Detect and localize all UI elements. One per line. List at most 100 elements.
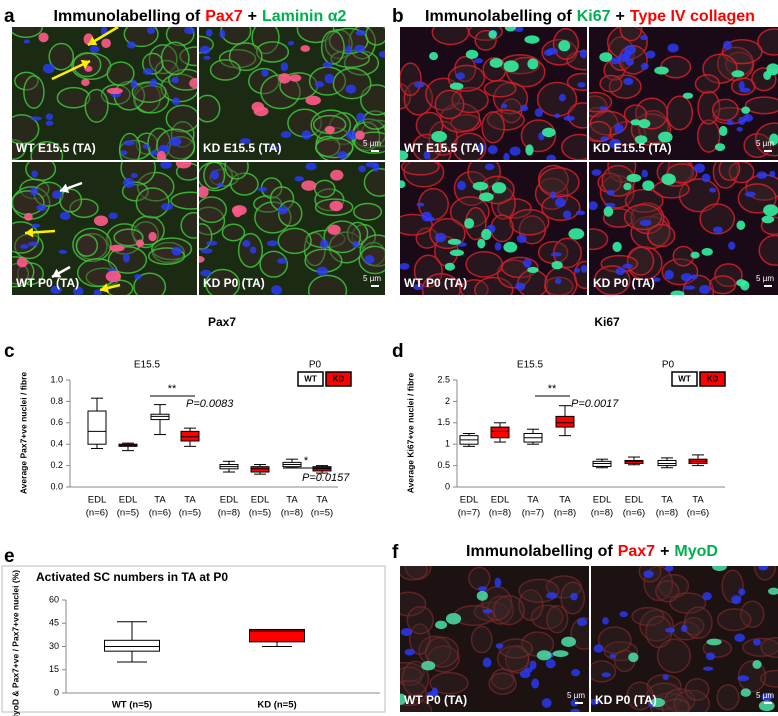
labelled-nucleus xyxy=(289,74,302,82)
nucleus xyxy=(242,240,251,248)
fibre xyxy=(744,96,778,115)
box xyxy=(490,426,510,439)
image-label: WT P0 (TA) xyxy=(404,693,467,707)
fibre xyxy=(131,81,167,103)
chart-title: Activated SC numbers in TA at P0 xyxy=(36,570,228,584)
labelled-nucleus xyxy=(504,27,516,32)
arrow-head xyxy=(25,227,34,238)
fibre xyxy=(75,234,99,257)
labelled-nucleus xyxy=(16,257,28,268)
y-tick-label: 1.5 xyxy=(437,417,450,427)
labelled-nucleus xyxy=(105,270,121,283)
fibre xyxy=(599,74,623,93)
chart-title: Ki67 xyxy=(594,315,620,329)
labelled-nucleus xyxy=(300,45,311,52)
panel-title: Immunolabelling of Pax7 + MyoD xyxy=(466,543,718,560)
labelled-nucleus xyxy=(421,660,436,671)
image-label: WT E15.5 (TA) xyxy=(16,141,96,155)
nucleus xyxy=(580,264,587,273)
micrograph: WT P0 (TA) xyxy=(12,162,197,295)
nucleus xyxy=(169,136,182,147)
group-label: E15.5 xyxy=(517,360,544,371)
fibre xyxy=(320,30,345,65)
fibre xyxy=(365,27,385,46)
nucleus xyxy=(609,138,621,149)
labelled-nucleus xyxy=(447,238,462,245)
nucleus xyxy=(149,78,158,87)
labelled-nucleus xyxy=(761,215,775,224)
labelled-nucleus xyxy=(445,612,462,625)
fibre xyxy=(400,566,428,581)
nucleus xyxy=(639,219,652,226)
box xyxy=(624,459,644,464)
nucleus xyxy=(199,45,211,55)
fibre xyxy=(619,27,643,42)
fibre xyxy=(488,672,517,695)
fibre xyxy=(509,208,550,236)
nucleus xyxy=(667,43,679,53)
fibre xyxy=(48,42,75,71)
x-tick-label: (n=6) xyxy=(86,508,108,519)
group-label: P0 xyxy=(662,360,675,371)
micrograph: KD P0 (TA) 5 µm xyxy=(199,162,385,295)
nucleus xyxy=(434,232,447,243)
fibre xyxy=(666,95,694,131)
nucleus xyxy=(558,93,566,102)
nucleus xyxy=(30,116,42,121)
panel-letter: f xyxy=(392,542,399,563)
arrow-head xyxy=(60,183,70,193)
nucleus xyxy=(494,242,502,251)
nucleus xyxy=(358,165,366,173)
labelled-nucleus xyxy=(489,58,503,68)
fibre xyxy=(255,41,290,63)
annotation: P=0.0017 xyxy=(571,398,619,410)
fibre xyxy=(434,89,465,120)
labelled-nucleus xyxy=(464,218,475,229)
nucleus xyxy=(573,267,581,273)
title-part: Immunolabelling of xyxy=(466,543,613,560)
fibre xyxy=(424,636,460,668)
fibre xyxy=(353,202,383,221)
image-label: WT P0 (TA) xyxy=(404,276,467,290)
labelled-nucleus xyxy=(706,638,722,646)
nucleus xyxy=(571,669,581,677)
fibre xyxy=(623,203,663,231)
labelled-nucleus xyxy=(541,127,556,138)
labelled-nucleus xyxy=(568,228,585,240)
fibre xyxy=(626,681,654,711)
micrograph: WT E15.5 (TA) xyxy=(12,27,197,160)
labelled-nucleus xyxy=(81,78,90,87)
nucleus xyxy=(345,84,357,94)
fibre xyxy=(313,179,336,198)
nucleus xyxy=(20,244,29,249)
nucleus xyxy=(356,112,366,122)
nucleus xyxy=(130,79,138,89)
labelled-nucleus xyxy=(476,590,488,601)
image-label: KD P0 (TA) xyxy=(595,693,657,707)
fibre xyxy=(307,274,348,295)
nucleus xyxy=(709,187,717,193)
nucleus xyxy=(769,170,776,178)
nucleus xyxy=(738,588,746,596)
nucleus xyxy=(541,698,552,708)
legend-swatch xyxy=(297,371,324,387)
nucleus xyxy=(593,644,604,653)
panel-letter: e xyxy=(4,546,15,567)
box xyxy=(555,415,575,428)
image-label: KD P0 (TA) xyxy=(593,276,655,290)
nucleus xyxy=(728,241,736,250)
scale-label: 5 µm xyxy=(363,139,381,148)
labelled-nucleus xyxy=(24,212,33,221)
fibre xyxy=(56,86,91,109)
nucleus xyxy=(625,58,634,66)
arrow-head xyxy=(88,36,98,46)
fibre xyxy=(655,580,680,603)
nucleus xyxy=(206,240,218,246)
fibre xyxy=(673,689,710,712)
x-tick-label: (n=5) xyxy=(117,508,139,519)
micrograph-content xyxy=(591,566,778,712)
fibre xyxy=(23,75,45,110)
fibre xyxy=(474,276,514,295)
fibre xyxy=(451,86,489,114)
